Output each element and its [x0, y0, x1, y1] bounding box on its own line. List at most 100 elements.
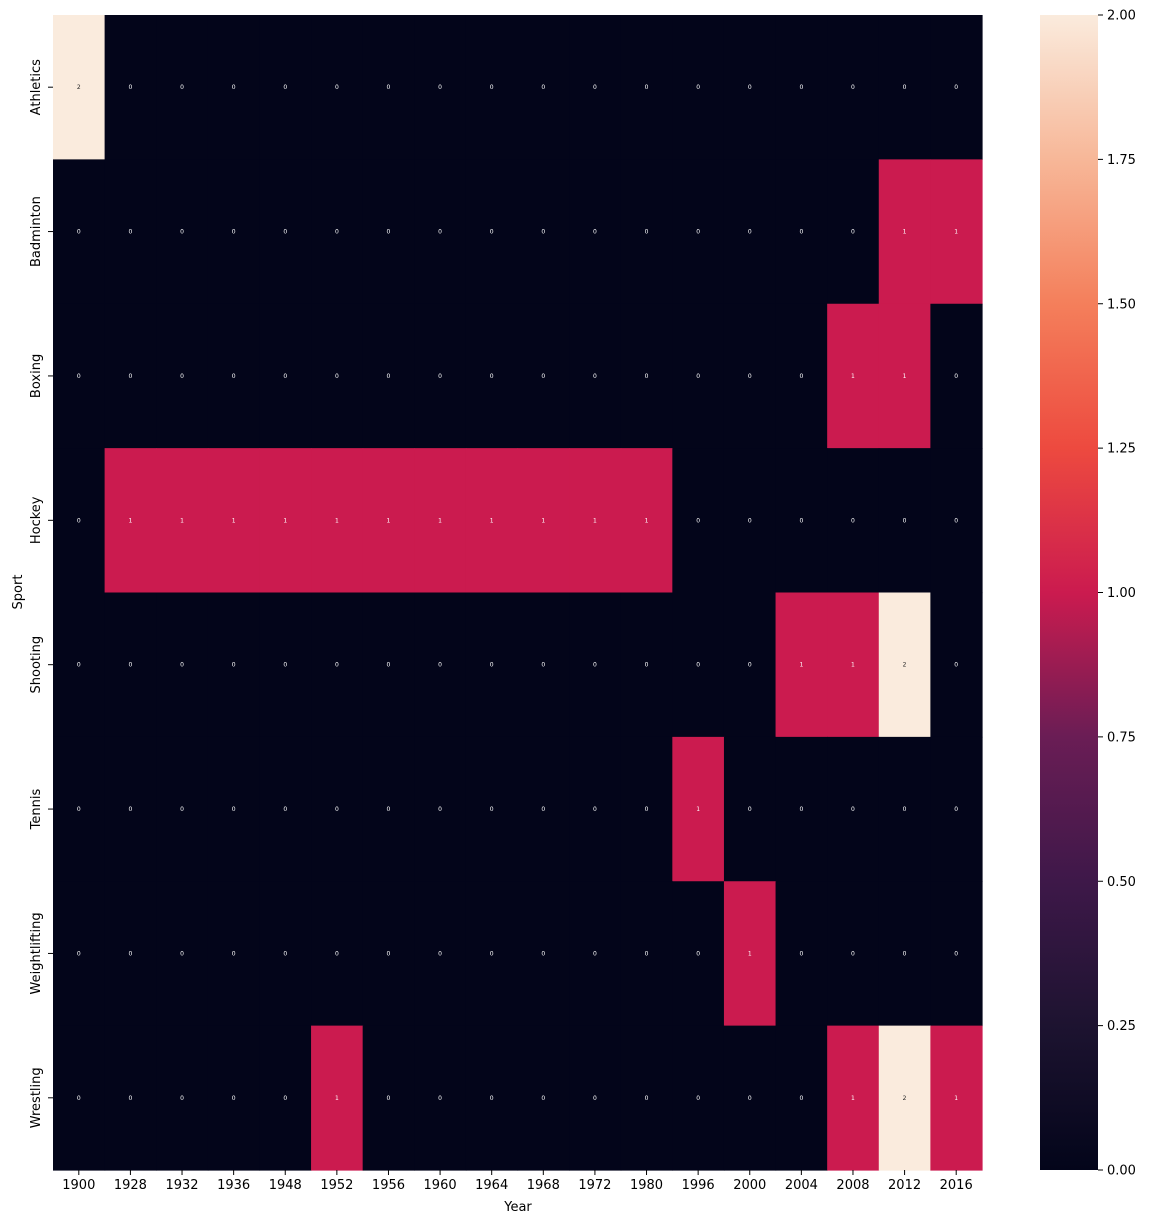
cell-value-label: 0: [490, 84, 494, 91]
cell-value-label: 0: [77, 950, 81, 957]
cell-value-label: 0: [851, 950, 855, 957]
x-tick-label: 1956: [372, 1178, 405, 1193]
cell-value-label: 0: [490, 1095, 494, 1102]
heatmap-cell: [465, 15, 519, 160]
cell-value-label: 0: [541, 373, 545, 380]
heatmap-cell: [517, 881, 570, 1027]
x-tick-label: 1996: [682, 1178, 715, 1193]
cell-value-label: 1: [954, 1095, 958, 1102]
heatmap-cell: [53, 592, 106, 738]
cell-value-label: 0: [799, 517, 803, 524]
cell-value-label: 0: [77, 806, 81, 813]
cell-value-label: 0: [541, 662, 545, 669]
cell-value-label: 0: [129, 806, 133, 813]
heatmap-cell: [930, 881, 983, 1027]
heatmap-cell: [723, 159, 777, 305]
cell-value-label: 0: [180, 373, 184, 380]
heatmap-cell: [620, 592, 673, 738]
heatmap-cell: [878, 159, 931, 305]
y-axis: Athletics Badminton Boxing Hockey Shooting Te…: [29, 59, 53, 1128]
cell-value-label: 1: [438, 517, 442, 524]
cell-value-label: 0: [438, 950, 442, 957]
cell-value-label: 1: [851, 662, 855, 669]
cell-value-label: 0: [490, 229, 494, 236]
cell-value-label: 0: [438, 662, 442, 669]
heatmap-cell: [156, 159, 209, 305]
cell-value-label: 0: [283, 950, 287, 957]
heatmap-cell: [53, 15, 106, 160]
heatmap-cell: [517, 736, 570, 882]
heatmap-cell: [517, 15, 570, 160]
x-tick-label: 1932: [165, 1178, 198, 1193]
heatmap-cell: [362, 303, 415, 449]
cell-value-label: 0: [593, 1095, 597, 1102]
heatmap-cell: [362, 736, 415, 882]
cell-value-label: 0: [77, 229, 81, 236]
y-tick-label: Badminton: [29, 196, 44, 267]
heatmap-cell: [569, 448, 622, 594]
cell-value-label: 0: [799, 806, 803, 813]
heatmap-cell: [672, 1025, 725, 1171]
cell-value-label: 0: [335, 950, 339, 957]
colorbar-gradient: [1040, 15, 1098, 1170]
cell-value-label: 0: [232, 806, 236, 813]
heatmap-cell: [104, 1025, 157, 1171]
x-axis-label: Year: [503, 1200, 532, 1215]
cell-value-label: 0: [335, 662, 339, 669]
heatmap-cell: [775, 159, 828, 305]
heatmap-cell: [156, 736, 209, 882]
cell-value-label: 0: [696, 1095, 700, 1102]
x-tick-label: 1928: [114, 1178, 147, 1193]
heatmap-cell: [259, 15, 312, 160]
heatmap-cell: [775, 448, 828, 594]
heatmap-cell: [207, 448, 261, 594]
heatmap-cell: [311, 303, 364, 449]
colorbar-ticks: 0.00 0.25 0.50 0.75 1.00 1.25 1.50 1.75 2.00: [1098, 9, 1136, 1179]
cell-value-label: 0: [903, 517, 907, 524]
heatmap-cell: [104, 159, 157, 305]
cell-value-label: 1: [490, 517, 494, 524]
x-tick-label: 1980: [630, 1178, 663, 1193]
cell-value-label: 0: [645, 662, 649, 669]
y-tick-label: Athletics: [29, 59, 44, 115]
heatmap-cell: [311, 15, 364, 160]
cell-value-label: 0: [541, 806, 545, 813]
heatmap-cell: [827, 15, 880, 160]
cell-value-label: 0: [180, 1095, 184, 1102]
cell-value-label: 0: [748, 517, 752, 524]
heatmap-cell: [156, 592, 209, 738]
cell-value-label: 0: [696, 662, 700, 669]
heatmap-cell: [104, 736, 157, 882]
heatmap-cell: [465, 881, 519, 1027]
y-tick-label: Shooting: [29, 636, 44, 694]
cell-value-label: 0: [335, 806, 339, 813]
cell-value-label: 0: [954, 806, 958, 813]
heatmap-cell: [104, 592, 157, 738]
cell-value-label: 0: [490, 806, 494, 813]
heatmap-cell: [259, 881, 312, 1027]
cell-value-label: 0: [799, 373, 803, 380]
heatmap-cell: [517, 448, 570, 594]
colorbar-tick-label: 1.75: [1107, 153, 1136, 168]
heatmap-cell: [53, 881, 106, 1027]
heatmap-cell: [104, 303, 157, 449]
heatmap-cell: [827, 1025, 880, 1171]
heatmap-cell: [362, 1025, 415, 1171]
heatmap-cell: [569, 15, 622, 160]
cell-value-label: 0: [851, 84, 855, 91]
cell-value-label: 0: [283, 84, 287, 91]
x-tick-label: 2016: [940, 1178, 973, 1193]
x-tick-label: 1960: [424, 1178, 457, 1193]
heatmap-cell: [878, 303, 931, 449]
cell-value-label: 0: [593, 950, 597, 957]
cell-value-label: 0: [748, 806, 752, 813]
heatmap-cell: [878, 1025, 931, 1171]
cell-value-label: 0: [799, 84, 803, 91]
heatmap-cell: [775, 736, 828, 882]
cell-value-label: 0: [903, 806, 907, 813]
cell-value-label: 0: [748, 662, 752, 669]
cell-value-label: 0: [645, 229, 649, 236]
cell-value-label: 0: [696, 229, 700, 236]
heatmap-cell: [362, 448, 415, 594]
